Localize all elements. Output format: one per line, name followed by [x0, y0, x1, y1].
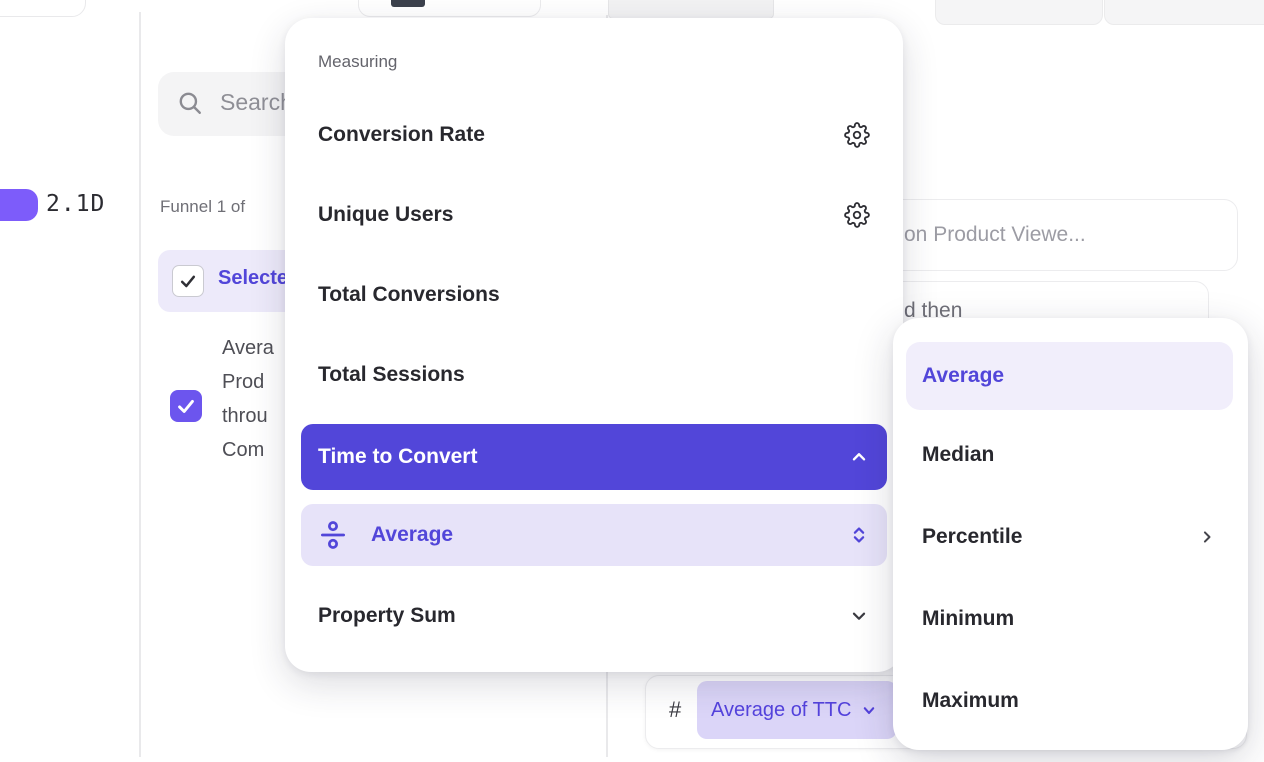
menu-item-unique-users[interactable]: Unique Users — [301, 187, 887, 243]
top-left-card-fragment — [0, 0, 86, 17]
description-line: Com — [222, 439, 265, 461]
chevron-updown-icon — [848, 524, 870, 546]
description-line: Prod — [222, 371, 265, 393]
left-column-divider — [139, 12, 141, 757]
description-line: Avera — [222, 337, 274, 359]
funnel-series-label: 2.1D — [46, 191, 106, 217]
numeric-type-prefix: # — [669, 697, 682, 722]
menu-item-total-sessions[interactable]: Total Sessions — [318, 363, 465, 386]
top-right-tab-fragment-1[interactable] — [935, 0, 1103, 25]
selected-step-label: Selected — [218, 267, 301, 289]
chevron-down-icon — [848, 605, 870, 627]
submenu-item-minimum[interactable]: Minimum — [922, 607, 1015, 630]
search-placeholder: Search — [220, 89, 293, 115]
menu-item-conversion-rate[interactable]: Conversion Rate — [301, 107, 887, 163]
then-text: d then — [904, 299, 963, 322]
search-icon — [177, 90, 203, 116]
selected-step-checkbox[interactable] — [172, 265, 204, 297]
metric-step-checkbox[interactable] — [170, 390, 202, 422]
submenu-item-percentile[interactable]: Percentile — [906, 509, 1233, 565]
top-gray-bar-fragment — [608, 0, 774, 19]
menu-item-total-conversions[interactable]: Total Conversions — [318, 283, 500, 306]
metric-step-description: Avera Prod throu Com — [222, 331, 274, 467]
measuring-dropdown: Measuring Conversion Rate Unique Users T… — [285, 18, 903, 672]
gear-icon[interactable] — [844, 202, 870, 228]
menu-item-time-to-convert[interactable]: Time to Convert — [301, 424, 887, 490]
submenu-item-average[interactable]: Average — [906, 342, 1233, 410]
chevron-down-icon — [859, 700, 879, 720]
description-line: throu — [222, 405, 268, 427]
event-name-text: on Product Viewe... — [904, 223, 1086, 246]
metric-selector-pill[interactable]: Average of TTC — [697, 681, 897, 739]
submenu-item-median[interactable]: Median — [922, 443, 995, 466]
time-to-convert-aggregation-selector[interactable]: Average — [301, 504, 887, 566]
chevron-up-icon — [848, 446, 870, 468]
submenu-item-maximum[interactable]: Maximum — [922, 689, 1019, 712]
aggregation-submenu: Average Median Percentile Minimum Maximu… — [893, 318, 1248, 750]
top-toolbar-button-fragment[interactable] — [358, 0, 541, 17]
funnel-series-color-bar — [0, 189, 38, 221]
menu-item-property-sum[interactable]: Property Sum — [301, 588, 887, 644]
funnel-count-label: Funnel 1 of — [160, 197, 246, 216]
top-right-tab-fragment-2[interactable] — [1104, 0, 1264, 25]
toolbar-button-icon — [391, 0, 425, 7]
chevron-right-icon — [1197, 527, 1217, 547]
average-divide-icon — [318, 520, 348, 550]
measuring-header: Measuring — [318, 52, 398, 71]
gear-icon[interactable] — [844, 122, 870, 148]
metric-selector-label: Average of TTC — [711, 698, 852, 721]
